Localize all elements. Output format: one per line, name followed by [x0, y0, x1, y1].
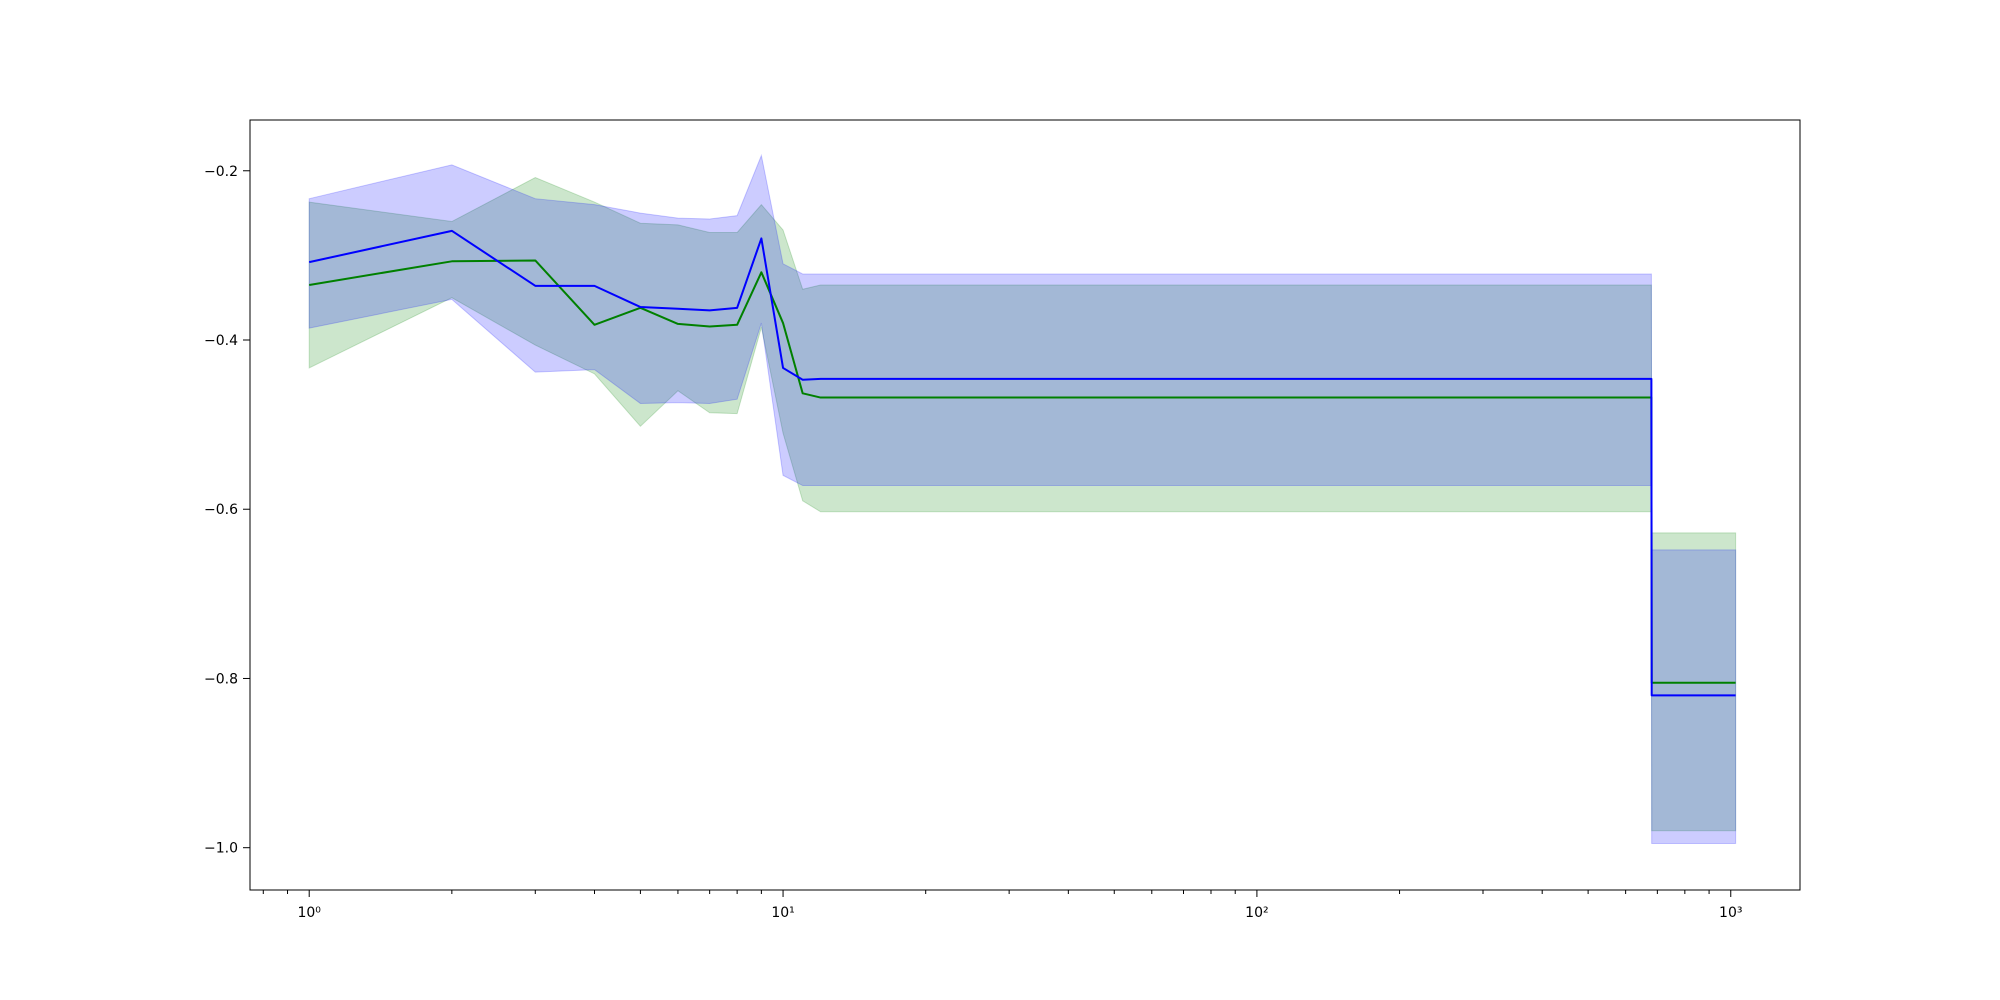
- x-axis: 10⁰ 10¹ 10² 10³: [262, 890, 1742, 921]
- confidence-bands: [308, 153, 1737, 844]
- y-tick-label: −0.8: [204, 671, 238, 687]
- y-tick-label: −0.6: [204, 502, 238, 518]
- y-tick-label: −1.0: [204, 841, 238, 857]
- y-axis: −0.2 −0.4 −0.6 −0.8 −1.0: [204, 164, 250, 857]
- series-1-band: [308, 176, 1737, 832]
- x-tick-label: 10⁰: [297, 905, 321, 921]
- series-2-band: [308, 153, 1737, 844]
- series-lines: [308, 229, 1736, 697]
- plot-area-frame: [249, 119, 1801, 891]
- y-tick-label: −0.2: [204, 164, 238, 180]
- x-tick-label: 10¹: [771, 905, 794, 921]
- y-tick-label: −0.4: [204, 333, 238, 349]
- series-1-line: [309, 259, 1736, 684]
- x-tick-label: 10³: [1719, 905, 1742, 921]
- x-tick-label: 10²: [1245, 905, 1268, 921]
- series-2-line: [308, 229, 1736, 697]
